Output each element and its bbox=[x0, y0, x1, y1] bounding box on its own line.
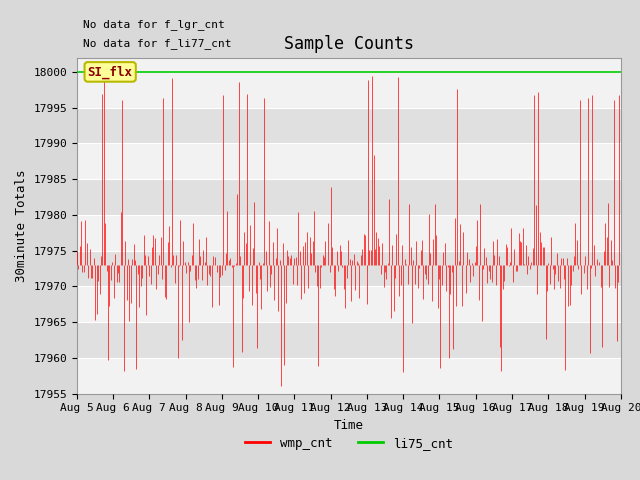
Text: No data for f_li77_cnt: No data for f_li77_cnt bbox=[83, 38, 232, 49]
X-axis label: Time: Time bbox=[334, 419, 364, 432]
Bar bbox=[77, 322, 621, 358]
Bar bbox=[77, 358, 621, 394]
Text: SI_flx: SI_flx bbox=[88, 65, 132, 79]
Y-axis label: 30minute Totals: 30minute Totals bbox=[15, 169, 28, 282]
Bar bbox=[77, 287, 621, 322]
Bar bbox=[77, 215, 621, 251]
Text: No data for f_lgr_cnt: No data for f_lgr_cnt bbox=[83, 19, 225, 30]
Legend: wmp_cnt, li75_cnt: wmp_cnt, li75_cnt bbox=[240, 432, 458, 455]
Bar bbox=[77, 179, 621, 215]
Bar bbox=[77, 108, 621, 144]
Title: Sample Counts: Sample Counts bbox=[284, 35, 414, 53]
Bar bbox=[77, 251, 621, 287]
Bar bbox=[77, 72, 621, 108]
Bar bbox=[77, 144, 621, 179]
